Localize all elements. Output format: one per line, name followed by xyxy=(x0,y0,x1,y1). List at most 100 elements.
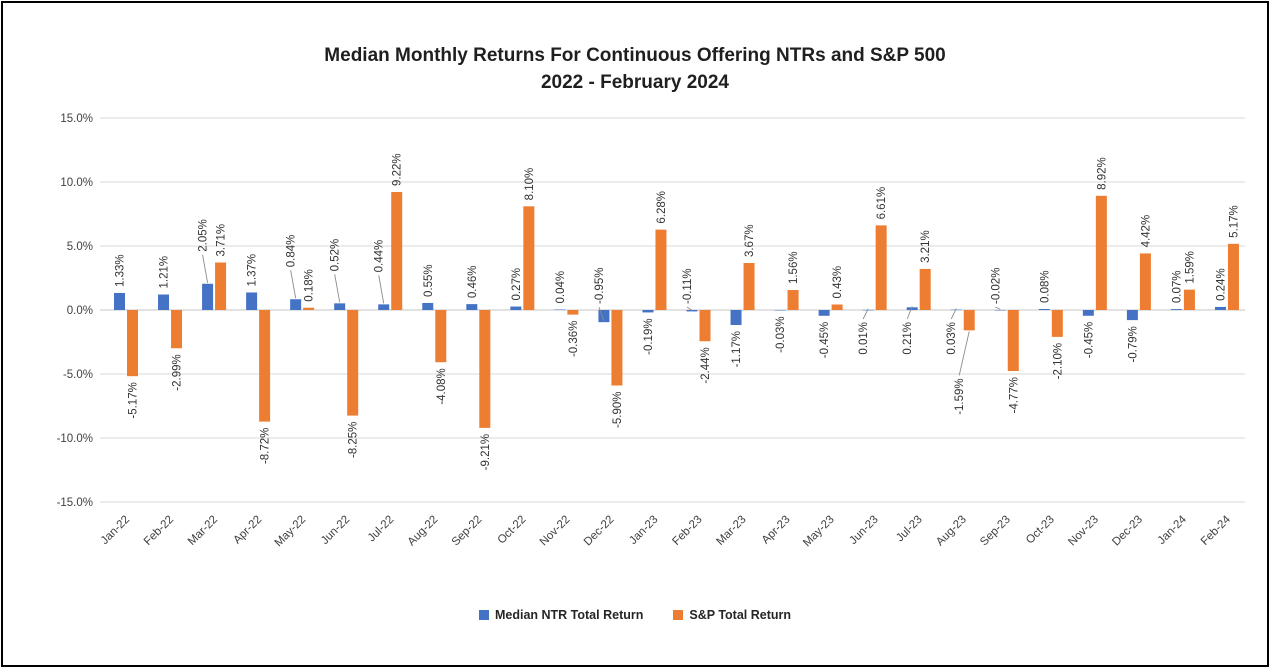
data-label: 1.56% xyxy=(788,251,800,284)
bar-ntr-Jun-22 xyxy=(334,303,346,310)
y-axis-label: 0.0% xyxy=(67,305,93,317)
x-axis-label: May-22 xyxy=(273,514,309,550)
data-label: 1.33% xyxy=(115,254,127,287)
y-axis-label: 10.0% xyxy=(60,177,93,189)
bar-ntr-Sep-23 xyxy=(994,310,1006,311)
data-label: 0.27% xyxy=(511,268,523,301)
data-label: -9.21% xyxy=(480,434,492,470)
data-label: 3.71% xyxy=(216,224,228,257)
x-axis-label: Jul-22 xyxy=(366,514,397,545)
data-label: -0.03% xyxy=(775,316,787,352)
bar-sp-Oct-23 xyxy=(1051,310,1063,337)
data-label: 0.43% xyxy=(832,266,844,299)
bar-sp-Apr-22 xyxy=(259,310,271,422)
bar-ntr-Dec-22 xyxy=(598,310,610,323)
data-label: -5.90% xyxy=(612,392,624,428)
leader-line xyxy=(334,274,341,303)
x-axis-label: Jan-24 xyxy=(1156,513,1190,547)
bar-ntr-Nov-22 xyxy=(554,309,566,310)
chart-legend: Median NTR Total Return S&P Total Return xyxy=(0,608,1270,622)
bar-sp-Jan-23 xyxy=(655,229,667,310)
bar-sp-Jul-22 xyxy=(391,191,403,310)
bar-ntr-Jun-23 xyxy=(862,309,874,311)
data-label: -2.99% xyxy=(172,354,184,390)
data-label: -8.25% xyxy=(348,422,360,458)
data-label: 0.84% xyxy=(286,235,298,268)
y-axis-label: -10.0% xyxy=(57,433,93,445)
legend-swatch-ntr-icon xyxy=(478,610,489,620)
bar-ntr-Feb-24 xyxy=(1214,306,1226,310)
data-label: 3.21% xyxy=(920,230,932,263)
x-axis-label: Mar-23 xyxy=(714,514,748,548)
data-label: -2.44% xyxy=(700,347,712,383)
bar-sp-May-22 xyxy=(303,307,315,310)
chart-title: Median Monthly Returns For Continuous Of… xyxy=(0,42,1270,96)
bar-ntr-Mar-22 xyxy=(202,283,214,310)
data-label: 4.42% xyxy=(1140,215,1152,248)
data-label: 0.24% xyxy=(1215,268,1227,301)
data-label: -4.77% xyxy=(1008,377,1020,413)
bar-ntr-Apr-22 xyxy=(246,292,258,310)
bar-ntr-Jan-23 xyxy=(642,310,654,313)
data-label: 3.67% xyxy=(744,224,756,257)
bar-sp-Apr-23 xyxy=(787,290,799,310)
data-label: 0.01% xyxy=(858,322,870,355)
bar-sp-Nov-23 xyxy=(1095,195,1107,310)
bar-ntr-Nov-23 xyxy=(1082,310,1094,316)
bar-ntr-Apr-23 xyxy=(774,310,786,311)
x-axis-label: Sep-23 xyxy=(978,514,1013,549)
data-label: -0.19% xyxy=(643,318,655,354)
y-axis-label: 15.0% xyxy=(60,113,93,125)
data-label: 1.37% xyxy=(247,254,259,287)
legend-label-ntr: Median NTR Total Return xyxy=(494,608,644,622)
data-label: 0.07% xyxy=(1171,270,1183,303)
leader-line xyxy=(290,270,297,299)
x-axis-label: May-23 xyxy=(801,514,837,550)
data-label: -2.10% xyxy=(1052,343,1064,379)
x-axis-label: Feb-22 xyxy=(142,514,176,548)
x-axis-label: Jun-23 xyxy=(847,514,880,547)
data-label: 1.21% xyxy=(159,256,171,289)
data-label: -0.45% xyxy=(819,322,831,358)
bar-ntr-Jul-23 xyxy=(906,307,918,310)
data-label: 0.03% xyxy=(946,322,958,355)
data-label: 0.08% xyxy=(1039,270,1051,303)
bar-sp-Nov-22 xyxy=(567,310,579,315)
data-label: 8.92% xyxy=(1096,157,1108,190)
bar-sp-May-23 xyxy=(831,304,843,310)
data-label: 0.52% xyxy=(330,239,342,272)
data-label: -8.72% xyxy=(260,428,272,464)
bar-sp-Sep-22 xyxy=(479,310,491,428)
leader-line xyxy=(598,306,605,322)
leader-line xyxy=(862,308,869,320)
y-axis-label: -15.0% xyxy=(57,497,93,509)
data-label: 9.22% xyxy=(392,153,404,186)
y-axis-label: -5.0% xyxy=(63,369,93,381)
chart-title-line1: Median Monthly Returns For Continuous Of… xyxy=(324,45,946,66)
bar-sp-Oct-22 xyxy=(523,206,535,310)
x-axis-label: Apr-22 xyxy=(231,514,264,547)
data-label: -0.36% xyxy=(568,321,580,357)
data-label: -0.79% xyxy=(1127,326,1139,362)
bar-sp-Aug-23 xyxy=(963,310,975,331)
bar-sp-Jun-23 xyxy=(875,225,887,310)
x-axis-label: Aug-23 xyxy=(934,514,969,549)
x-axis-label: Jul-23 xyxy=(894,514,925,545)
bar-ntr-Feb-22 xyxy=(158,294,170,310)
bar-ntr-May-23 xyxy=(818,310,830,316)
bar-ntr-Sep-22 xyxy=(466,304,478,310)
leader-line xyxy=(686,306,693,311)
bar-ntr-Dec-23 xyxy=(1126,310,1138,321)
bar-ntr-Oct-22 xyxy=(510,306,522,310)
x-axis-label: Aug-22 xyxy=(406,514,441,549)
data-label: -0.45% xyxy=(1083,322,1095,358)
x-axis-label: Nov-23 xyxy=(1066,514,1101,549)
bar-ntr-Mar-23 xyxy=(730,310,742,325)
data-label: 0.18% xyxy=(304,269,316,302)
data-label: -0.02% xyxy=(990,268,1002,304)
y-axis-label: 5.0% xyxy=(67,241,93,253)
x-axis-label: Oct-23 xyxy=(1024,514,1057,547)
data-label: 0.44% xyxy=(374,240,386,273)
x-axis-label: Nov-22 xyxy=(538,514,573,549)
data-label: 0.21% xyxy=(902,322,914,355)
